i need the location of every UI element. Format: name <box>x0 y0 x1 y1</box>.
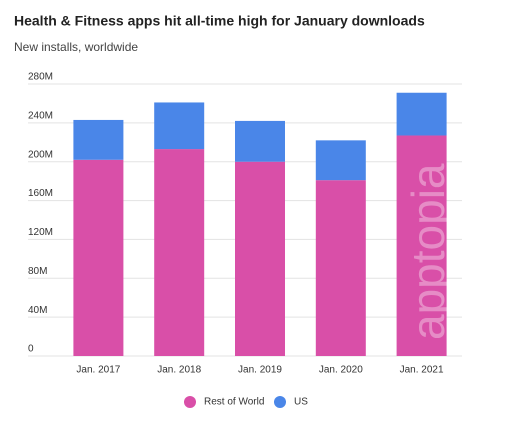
x-tick-label: Jan. 2017 <box>76 365 120 376</box>
chart-subtitle: New installs, worldwide <box>14 40 138 54</box>
y-tick-label: 0 <box>28 344 34 355</box>
y-tick-label: 280M <box>28 72 53 83</box>
x-tick-label: Jan. 2018 <box>157 365 201 376</box>
bar-segment <box>235 161 285 356</box>
y-tick-label: 160M <box>28 188 53 199</box>
bar-segment <box>315 140 366 181</box>
watermark: apptopia <box>402 163 454 340</box>
y-tick-label: 120M <box>28 227 53 238</box>
bar-segment <box>73 159 124 356</box>
bar-segment <box>73 119 124 160</box>
bar-segment <box>396 92 447 136</box>
legend-swatch <box>274 396 286 408</box>
y-tick-label: 200M <box>28 149 53 160</box>
x-tick-label: Jan. 2021 <box>400 365 444 376</box>
bar-segment <box>154 102 205 150</box>
chart-title: Health & Fitness apps hit all-time high … <box>14 13 425 29</box>
legend-label: Rest of World <box>204 397 264 408</box>
legend-swatch <box>184 396 196 408</box>
bar-segment <box>154 149 205 356</box>
bar-segment <box>235 120 285 162</box>
x-tick-label: Jan. 2020 <box>319 365 363 376</box>
x-tick-label: Jan. 2019 <box>238 365 282 376</box>
y-tick-label: 40M <box>28 305 47 316</box>
y-tick-label: 240M <box>28 110 53 121</box>
bar-segment <box>315 180 366 356</box>
bar-segment <box>396 135 447 356</box>
y-tick-label: 80M <box>28 266 47 277</box>
legend-label: US <box>294 397 308 408</box>
